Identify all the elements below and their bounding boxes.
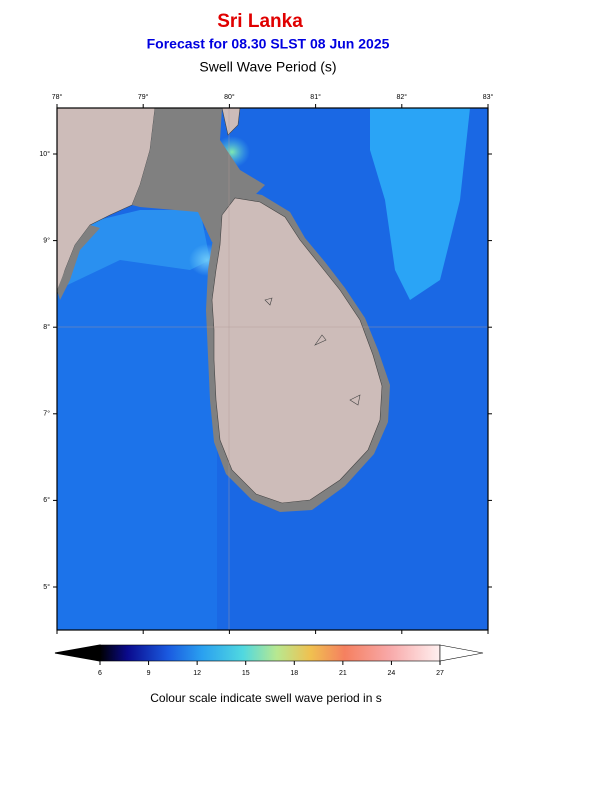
latitude-label: 9° <box>43 236 50 244</box>
colorbar-ticks: 6 9 12 15 18 21 24 27 <box>98 661 444 677</box>
latitude-label: 10° <box>39 150 50 158</box>
latitude-label: 6° <box>43 496 50 504</box>
colorbar-caption: Colour scale indicate swell wave period … <box>150 691 381 705</box>
colorbar-under <box>54 644 101 662</box>
colorbar-tick-label: 9 <box>147 670 151 677</box>
colorbar-tick-label: 24 <box>388 670 396 677</box>
colorbar-tick-label: 27 <box>436 670 444 677</box>
map-axes: 78° 79° 80° 81° 82° 83° 10° 9° 8° 7° 6° 5° <box>39 93 493 634</box>
longitude-label: 81° <box>310 93 321 101</box>
longitude-label: 82° <box>397 93 408 101</box>
inland-water <box>264 297 361 406</box>
title: Sri Lanka <box>217 11 303 32</box>
colorbar <box>99 644 441 662</box>
shallow-area <box>57 225 100 300</box>
colorbar-tick-label: 18 <box>290 670 298 677</box>
variable-label: Swell Wave Period (s) <box>199 59 336 75</box>
colorbar-tick-label: 12 <box>193 670 201 677</box>
map-frame <box>56 107 489 631</box>
colorbar-over <box>439 644 484 662</box>
colorbar-tick-label: 15 <box>242 670 250 677</box>
latitude-label: 7° <box>43 410 50 418</box>
map-area <box>57 108 488 630</box>
longitude-label: 78° <box>52 93 63 101</box>
colorbar-tick-label: 6 <box>98 670 102 677</box>
longitude-label: 80° <box>224 93 235 101</box>
land-sri-lanka <box>211 197 383 504</box>
latitude-label: 5° <box>43 583 50 591</box>
colorbar-tick-label: 21 <box>339 670 347 677</box>
latitude-label: 8° <box>43 323 50 331</box>
longitude-label: 79° <box>138 93 149 101</box>
sea-shade <box>57 230 217 630</box>
land-india <box>221 108 241 136</box>
subtitle: Forecast for 08.30 SLST 08 Jun 2025 <box>147 36 390 52</box>
swell-patch <box>370 108 470 300</box>
longitude-label: 83° <box>483 93 494 101</box>
